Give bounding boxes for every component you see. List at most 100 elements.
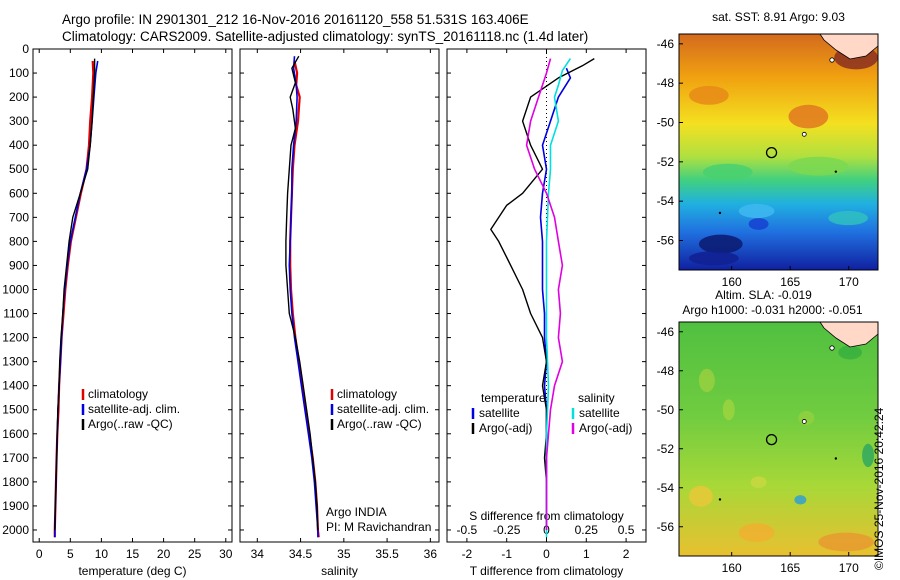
legend-label: climatology: [88, 387, 148, 401]
field-patch: [862, 443, 875, 468]
map-title: Altim. SLA: -0.019: [715, 288, 812, 302]
field-patch: [750, 476, 767, 489]
x-tick-label: -2: [462, 547, 473, 561]
y-tick-label: 1400: [2, 379, 29, 393]
top-tick-label: 0.25: [575, 523, 599, 537]
legend-label: Argo(-adj): [479, 421, 532, 435]
field-patch: [818, 532, 875, 552]
map-frame: [678, 33, 879, 271]
y-tick-label: -46: [657, 37, 675, 51]
x-tick-label: 170: [839, 561, 859, 575]
x-tick-label: 165: [780, 561, 800, 575]
field-patch: [688, 85, 729, 105]
map-field: [679, 34, 878, 270]
y-tick-label: -56: [657, 234, 675, 248]
x-tick-label: 10: [95, 547, 109, 561]
map-frame: [678, 321, 879, 557]
field-patch: [738, 523, 775, 542]
series-line: [285, 55, 319, 531]
salinity-panel: 34 34.5 35 35.5 36 salinity climatologysatelli…: [239, 48, 440, 578]
argo-position-marker: [765, 433, 778, 446]
x-tick-label: 34: [251, 547, 265, 561]
x-tick-label: 34.5: [289, 547, 313, 561]
field-patch: [798, 410, 815, 425]
legend-label: Argo(..raw -QC): [88, 417, 173, 431]
legend-title: salinity: [578, 391, 615, 405]
field-patch: [788, 104, 829, 129]
field-patch: [748, 218, 769, 230]
y-tick-label: -54: [657, 481, 675, 495]
field-patch: [738, 203, 775, 219]
legend-label: satellite: [479, 406, 520, 420]
map-subtitle: Argo h1000: -0.031 h2000: -0.051: [682, 303, 862, 317]
sst-map: -46 -48 -50 -52 -54 -56 160 165 170 sat. SST: 8.9…: [657, 10, 879, 289]
map-field: [679, 322, 878, 556]
x-tick-label: -1: [501, 547, 512, 561]
timestamp-stamp: ©IMOS 25-Nov-2016 20:42:24: [872, 407, 886, 570]
field-patch: [838, 345, 863, 360]
temperature-panel: 0100200300400500600700800900100011001200…: [2, 42, 232, 578]
legend-label: climatology: [337, 387, 397, 401]
y-tick-label: -52: [657, 442, 675, 456]
difference-panel: -2 -1 0 1 2 T difference from climatology -0.5…: [446, 48, 647, 578]
y-tick-label: -54: [657, 194, 675, 208]
series-line: [54, 58, 96, 531]
y-tick-label: 800: [9, 234, 29, 248]
field-patch: [794, 495, 807, 505]
series-line: [525, 58, 564, 530]
legend-label: Argo(-adj): [579, 421, 632, 435]
x-axis-label: T difference from climatology: [470, 564, 624, 578]
y-tick-label: 1500: [2, 403, 29, 417]
field-patch: [788, 156, 849, 176]
y-tick-label: -48: [657, 76, 675, 90]
x-axis-label: salinity: [321, 564, 358, 578]
y-tick-label: 900: [9, 258, 29, 272]
island-shape: [829, 57, 835, 63]
x-tick-label: 25: [188, 547, 202, 561]
y-tick-label: -48: [657, 364, 675, 378]
map-title: sat. SST: 8.91 Argo: 9.03: [712, 10, 845, 24]
x-tick-label: 160: [722, 561, 742, 575]
legend-title: temperature: [481, 391, 546, 405]
top-tick-label: -0.25: [493, 523, 521, 537]
top-tick-label: -0.5: [457, 523, 478, 537]
y-tick-label: 500: [9, 162, 29, 176]
island-shape: [834, 170, 838, 173]
y-tick-label: 400: [9, 138, 29, 152]
legend-label: satellite-adj. clim.: [88, 402, 180, 416]
annotation-text: PI: M Ravichandran: [326, 520, 431, 534]
top-tick-label: 0.5: [618, 523, 635, 537]
y-tick-label: 1800: [2, 475, 29, 489]
legend-label: satellite: [579, 406, 620, 420]
figure-title-line-2: Climatology: CARS2009. Satellite-adjuste…: [62, 29, 589, 44]
island-shape: [834, 457, 838, 460]
y-tick-label: 1300: [2, 355, 29, 369]
x-tick-label: 30: [219, 547, 233, 561]
island-shape: [801, 419, 807, 424]
y-tick-label: -50: [657, 116, 675, 130]
y-tick-label: 1200: [2, 331, 29, 345]
x-tick-label: 160: [722, 275, 742, 289]
field-patch: [698, 368, 715, 393]
y-tick-label: -46: [657, 325, 675, 339]
y-tick-label: 200: [9, 90, 29, 104]
island-shape: [718, 211, 722, 215]
y-tick-label: 1900: [2, 499, 29, 513]
y-tick-label: 1100: [3, 307, 29, 321]
x-tick-label: 35.5: [375, 547, 399, 561]
legend-label: satellite-adj. clim.: [337, 402, 429, 416]
x-tick-label: 0: [36, 547, 43, 561]
y-tick-label: 2000: [2, 523, 29, 537]
sla-map: -46 -48 -50 -52 -54 -56 160 165 170 Altim. SLA: -…: [657, 288, 879, 575]
field-patch: [828, 211, 869, 226]
y-tick-label: 300: [9, 114, 29, 128]
x-tick-label: 20: [157, 547, 171, 561]
field-patch: [702, 163, 753, 181]
y-tick-label: 600: [9, 186, 29, 200]
series-line: [545, 58, 572, 538]
figure-title-line-1: Argo profile: IN 2901301_212 16-Nov-2016…: [62, 12, 529, 27]
x-tick-label: 2: [623, 547, 630, 561]
x-axis-label: temperature (deg C): [78, 564, 186, 578]
x-tick-label: 36: [424, 547, 438, 561]
